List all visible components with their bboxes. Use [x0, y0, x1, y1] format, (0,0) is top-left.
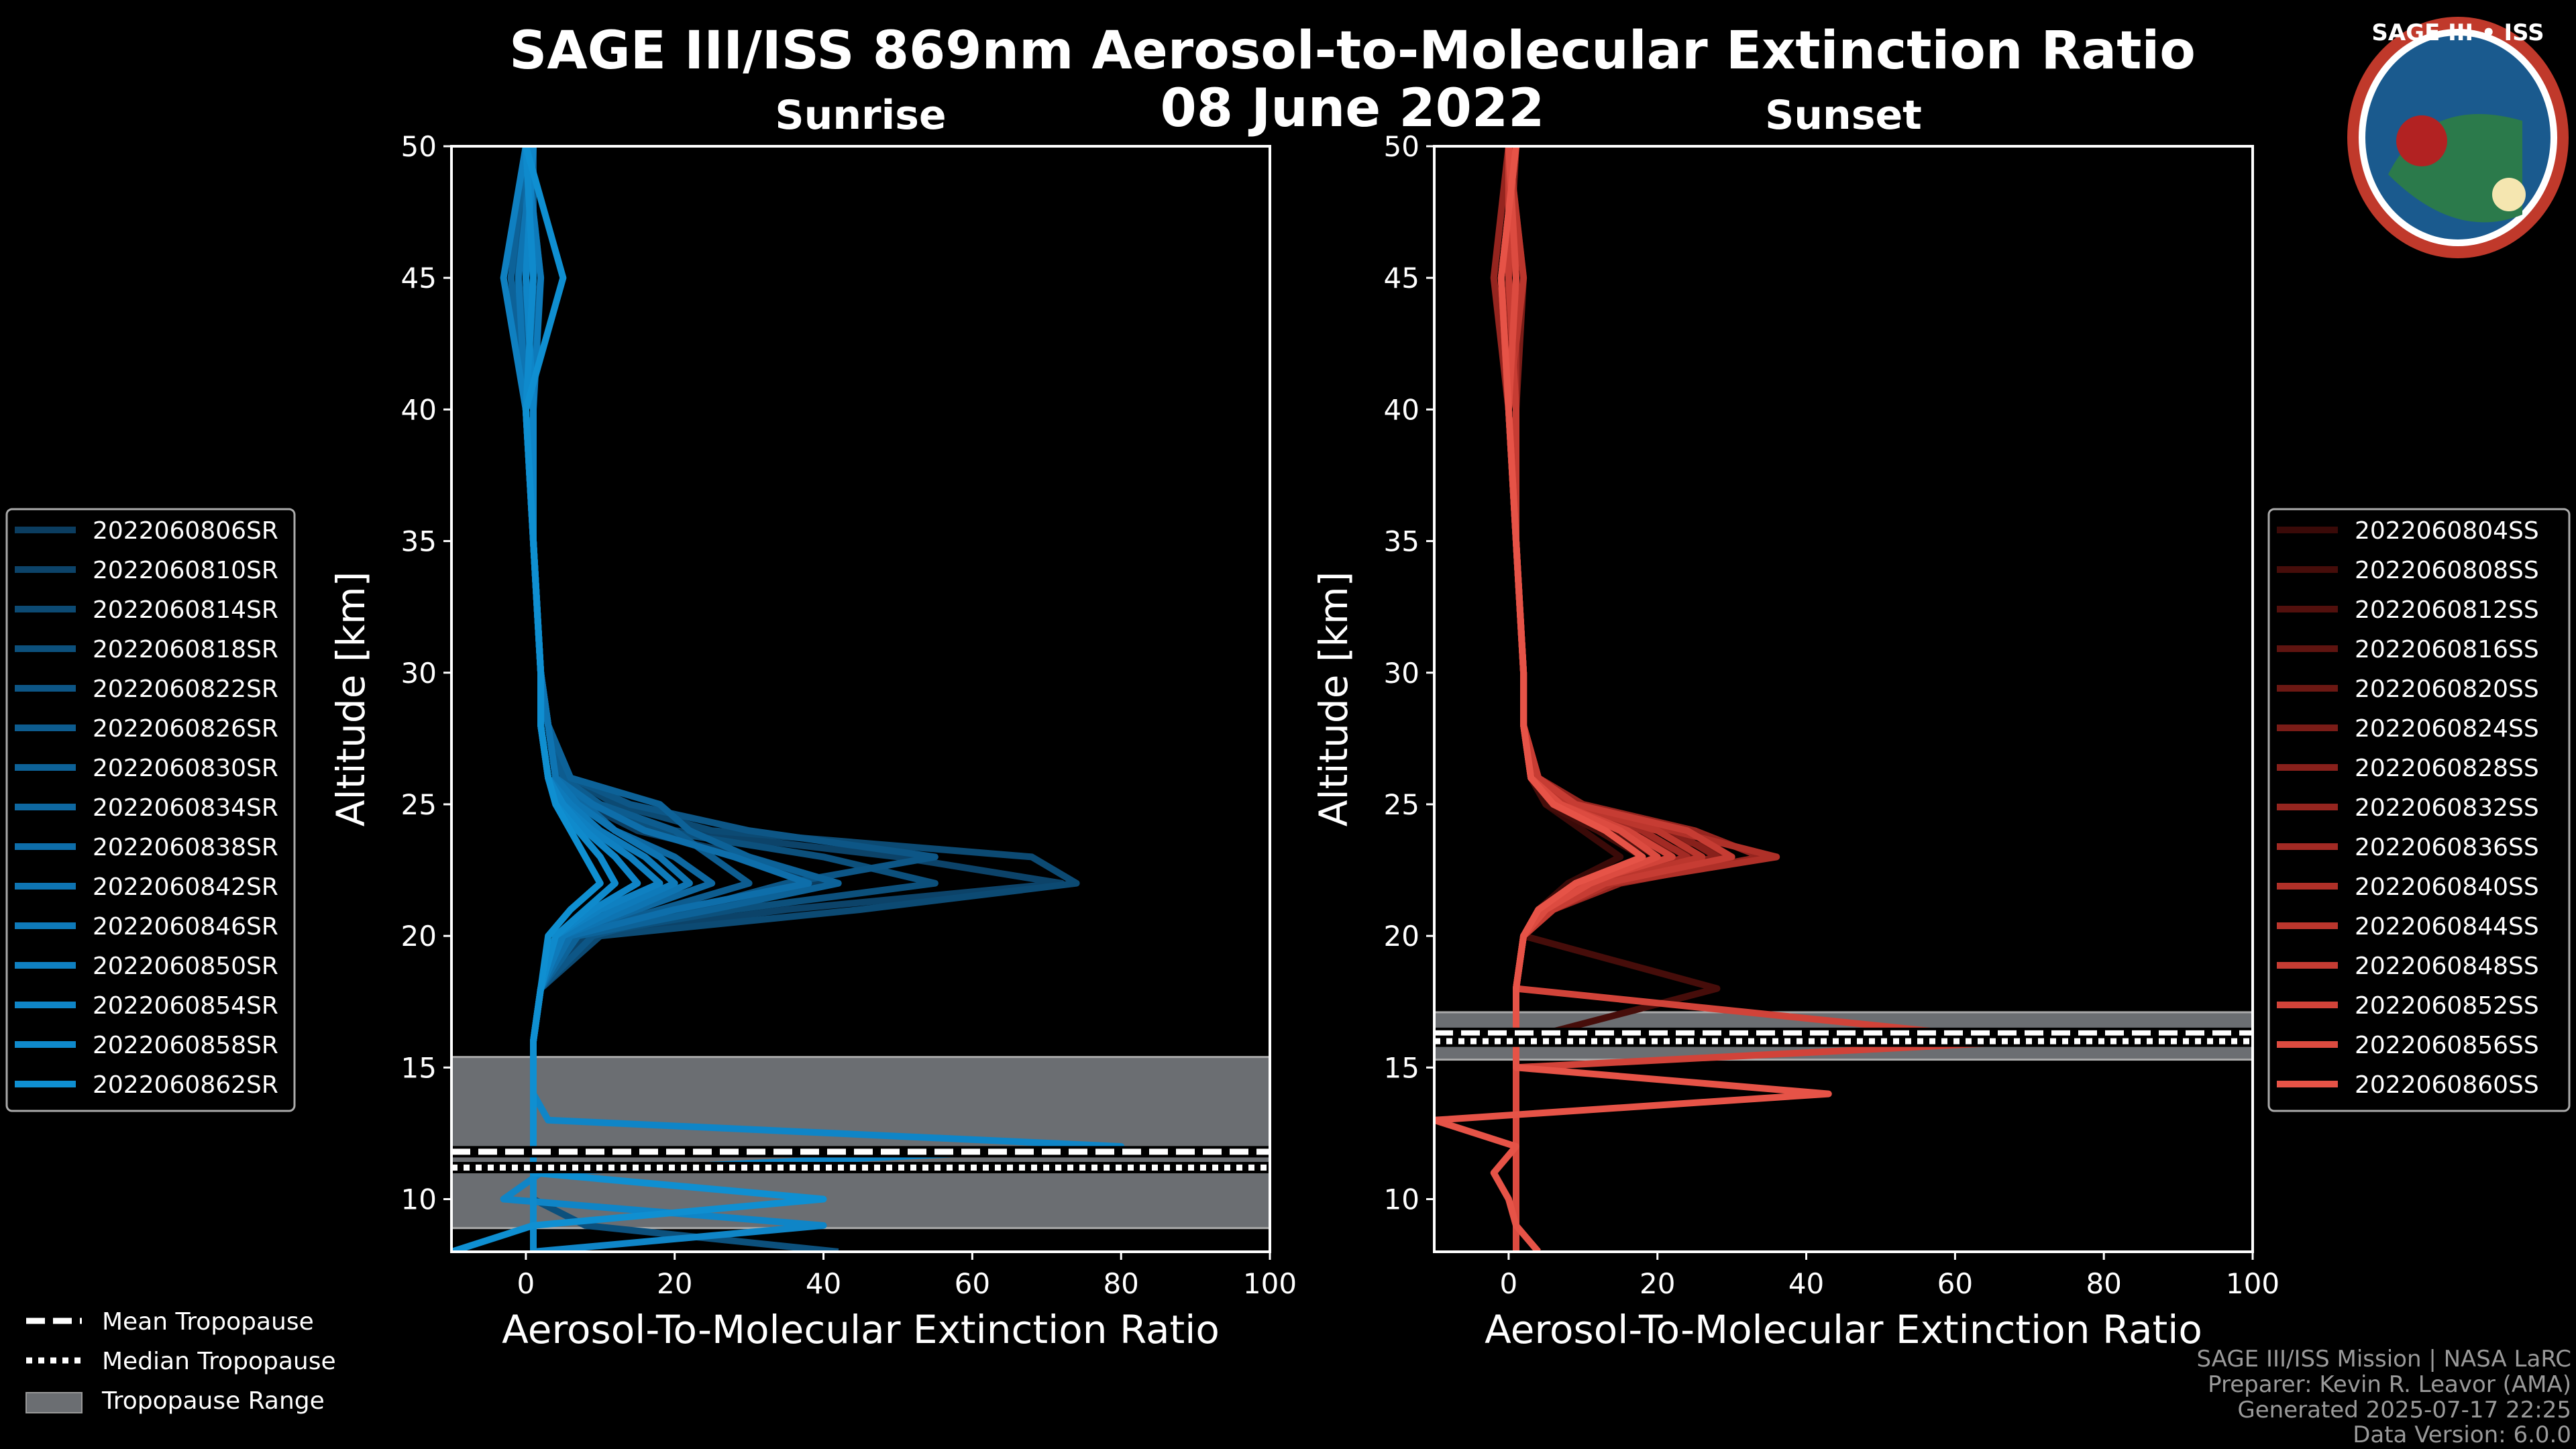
- legend-label: 2022060820SS: [2355, 676, 2539, 703]
- y-axis-label: Altitude [km]: [1311, 572, 1356, 826]
- legend-label: 2022060860SS: [2355, 1071, 2539, 1099]
- y-tick-label: 45: [401, 262, 437, 294]
- y-tick-label: 15: [401, 1051, 437, 1084]
- series-line-2022060836SS: [1505, 146, 1691, 1252]
- x-tick-label: 80: [1103, 1267, 1138, 1300]
- legend-label: 2022060818SR: [93, 636, 278, 663]
- footer-preparer: Preparer: Kevin R. Leavor (AMA): [2208, 1371, 2571, 1398]
- legend-label: 2022060824SS: [2355, 715, 2539, 743]
- y-tick-label: 40: [401, 393, 437, 426]
- legend-label: 2022060858SR: [93, 1032, 278, 1059]
- axes-frame: [1433, 145, 2254, 1253]
- legend-label: 2022060810SR: [93, 557, 278, 584]
- y-tick-label: 15: [1384, 1051, 1419, 1084]
- legend-label: 2022060806SR: [93, 517, 278, 545]
- y-tick-label: 30: [1384, 657, 1419, 690]
- legend-label: 2022060808SS: [2355, 557, 2539, 584]
- y-tick-label: 50: [1384, 130, 1419, 163]
- legend-label: 2022060844SS: [2355, 913, 2539, 941]
- legend-label: 2022060848SS: [2355, 953, 2539, 980]
- legend-label: 2022060816SS: [2355, 636, 2539, 663]
- mean-tropopause-label: Mean Tropopause: [102, 1308, 314, 1336]
- plot-sunset: 0 20 40 60 80 100 10 15 20 25 30 35 40 45 50 Sunset Aero…: [1311, 92, 2571, 1352]
- legend-label: 2022060852SS: [2355, 992, 2539, 1020]
- legend-label: 2022060846SR: [93, 913, 278, 941]
- x-tick-label: 60: [1937, 1267, 1973, 1300]
- series-line-2022060856SS: [1505, 146, 1661, 1252]
- y-tick-label: 45: [1384, 262, 1419, 294]
- series-legend-sunset: 2022060804SS 2022060808SS 2022060812SS 2022…: [2267, 508, 2571, 1112]
- y-tick-label: 30: [401, 657, 437, 690]
- logo-text: SAGE III • ISS: [2371, 19, 2544, 46]
- plot-sunrise: 0 20 40 60 80 100 10 15 20 25 30 35 40 45 50 Sunrise Aer…: [5, 92, 1297, 1352]
- y-tick-label: 35: [401, 525, 437, 558]
- subplot-title: Sunrise: [775, 92, 946, 139]
- figure-title: SAGE III/ISS 869nm Aerosol-to-Molecular …: [509, 21, 2196, 81]
- legend-label: 2022060840SS: [2355, 873, 2539, 901]
- series-line-2022060812SS: [1505, 146, 1661, 1252]
- x-tick-label: 40: [806, 1267, 841, 1300]
- y-axis-label: Altitude [km]: [328, 572, 374, 826]
- figure-date: 08 June 2022: [1161, 78, 1545, 139]
- x-tick-label: 40: [1788, 1267, 1824, 1300]
- series-line-2022060816SS: [1505, 146, 1699, 1252]
- legend-label: 2022060856SS: [2355, 1032, 2539, 1059]
- y-tick-label: 25: [401, 788, 437, 821]
- legend-label: 2022060812SS: [2355, 596, 2539, 624]
- series-legend-sunrise: 2022060806SR 2022060810SR 2022060814SR 2022…: [5, 508, 296, 1112]
- x-axis-label: Aerosol-To-Molecular Extinction Ratio: [502, 1307, 1220, 1352]
- series-line-2022060844SS: [1505, 146, 1706, 1252]
- legend-label: 2022060832SS: [2355, 794, 2539, 822]
- legend-label: 2022060862SR: [93, 1071, 278, 1099]
- legend-label: 2022060834SR: [93, 794, 278, 822]
- legend-label: 2022060804SS: [2355, 517, 2539, 545]
- legend-label: 2022060826SR: [93, 715, 278, 743]
- x-tick-label: 0: [517, 1267, 535, 1300]
- legend-label: 2022060828SS: [2355, 755, 2539, 782]
- series-line-2022060828SS: [1505, 146, 1721, 1252]
- tropopause-range-label: Tropopause Range: [101, 1387, 325, 1415]
- tropopause-legend: Mean Tropopause Median Tropopause Tropop…: [25, 1308, 336, 1415]
- footer-generated: Generated 2025-07-17 22:25: [2237, 1397, 2571, 1424]
- x-tick-label: 60: [955, 1267, 990, 1300]
- logo: SAGE III • ISS: [2347, 17, 2569, 258]
- y-tick-label: 20: [401, 920, 437, 953]
- median-tropopause-label: Median Tropopause: [102, 1348, 336, 1375]
- x-tick-label: 0: [1500, 1267, 1518, 1300]
- x-tick-label: 20: [1640, 1267, 1675, 1300]
- legend-label: 2022060830SR: [93, 755, 278, 782]
- x-axis-label: Aerosol-To-Molecular Extinction Ratio: [1485, 1307, 2202, 1352]
- footer: SAGE III/ISS Mission | NASA LaRC Prepare…: [2196, 1346, 2571, 1448]
- y-tick-label: 20: [1384, 920, 1419, 953]
- y-tick-label: 40: [1384, 393, 1419, 426]
- subplot-title: Sunset: [1765, 92, 1922, 139]
- tropopause-range: [450, 1056, 1271, 1230]
- legend-label: 2022060836SS: [2355, 834, 2539, 861]
- footer-mission: SAGE III/ISS Mission | NASA LaRC: [2196, 1346, 2571, 1373]
- y-tick-label: 50: [401, 130, 437, 163]
- x-tick-label: 100: [1243, 1267, 1297, 1300]
- y-tick-label: 25: [1384, 788, 1419, 821]
- x-tick-label: 80: [2086, 1267, 2121, 1300]
- legend-label: 2022060822SR: [93, 676, 278, 703]
- series-line-2022060860SS: [1434, 146, 1832, 1252]
- y-tick-label: 35: [1384, 525, 1419, 558]
- legend-label: 2022060842SR: [93, 873, 278, 901]
- axes-frame: [450, 145, 1271, 1253]
- footer-version: Data Version: 6.0.0: [2353, 1421, 2571, 1448]
- series-line-2022060808SS: [1497, 146, 1721, 1252]
- legend-label: 2022060814SR: [93, 596, 278, 624]
- legend-label: 2022060854SR: [93, 992, 278, 1020]
- x-tick-label: 20: [657, 1267, 692, 1300]
- y-tick-label: 10: [401, 1183, 437, 1216]
- legend-label: 2022060850SR: [93, 953, 278, 980]
- y-tick-label: 10: [1384, 1183, 1419, 1216]
- legend-label: 2022060838SR: [93, 834, 278, 861]
- x-tick-label: 100: [2226, 1267, 2279, 1300]
